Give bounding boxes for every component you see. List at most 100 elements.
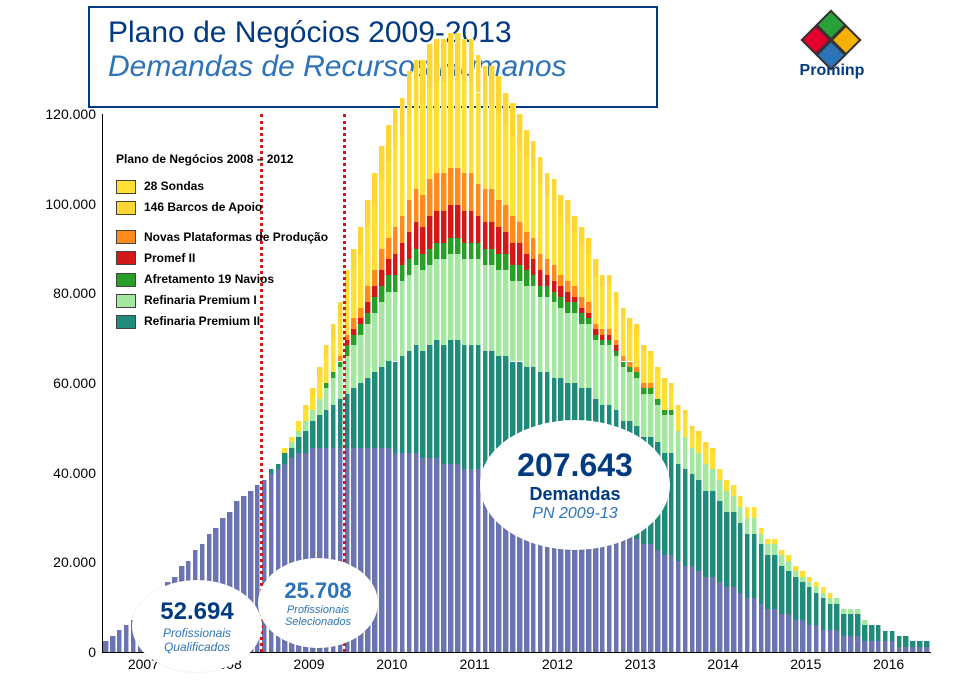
bar bbox=[724, 480, 730, 652]
bar bbox=[372, 173, 378, 652]
legend-afret: Afretamento 19 Navios bbox=[144, 270, 274, 289]
bar bbox=[793, 566, 799, 652]
bar bbox=[752, 507, 758, 652]
callout-left-l1: Profissionais bbox=[163, 626, 231, 640]
bar bbox=[834, 598, 840, 652]
callout-left-value: 52.694 bbox=[160, 598, 233, 626]
legend-plataformas: Novas Plataformas de Produção bbox=[144, 228, 328, 247]
swatch-plataformas bbox=[116, 230, 136, 244]
bar bbox=[676, 405, 682, 652]
y-tick-label: 120.000 bbox=[22, 106, 96, 122]
bar bbox=[745, 507, 751, 652]
y-tick-label: 100.000 bbox=[22, 196, 96, 212]
bar bbox=[814, 582, 820, 652]
bar bbox=[903, 636, 909, 652]
bar bbox=[855, 609, 861, 652]
bar bbox=[869, 625, 875, 652]
bar bbox=[400, 98, 406, 652]
bar bbox=[552, 179, 558, 652]
y-tick-label: 60.000 bbox=[22, 375, 96, 391]
bar bbox=[476, 55, 482, 652]
legend: Plano de Negócios 2008 – 2012 28 Sondas … bbox=[116, 150, 328, 334]
bar bbox=[414, 60, 420, 652]
bar bbox=[807, 577, 813, 652]
y-tick-label: 0 bbox=[22, 644, 96, 660]
x-tick-label: 2010 bbox=[376, 656, 407, 672]
title-line-2: Demandas de Recursos Humanos bbox=[108, 50, 638, 84]
bar bbox=[503, 92, 509, 652]
legend-ref1: Refinaria Premium I bbox=[144, 291, 257, 310]
bar bbox=[545, 173, 551, 652]
callout-mid-l2: Selecionados bbox=[285, 616, 351, 628]
bar bbox=[407, 71, 413, 652]
bar bbox=[489, 66, 495, 652]
y-tick-label: 80.000 bbox=[22, 285, 96, 301]
bar bbox=[703, 442, 709, 652]
title-box: Plano de Negócios 2009-2013 Demandas de … bbox=[88, 6, 658, 108]
callout-mid-l1: Profissionais bbox=[287, 604, 349, 616]
bar bbox=[883, 630, 889, 652]
y-tick-label: 20.000 bbox=[22, 554, 96, 570]
bar bbox=[517, 114, 523, 652]
legend-ref2: Refinaria Premium II bbox=[144, 312, 260, 331]
legend-header: Plano de Negócios 2008 – 2012 bbox=[116, 150, 328, 169]
x-tick-label: 2012 bbox=[542, 656, 573, 672]
bar bbox=[800, 571, 806, 652]
bar bbox=[524, 130, 530, 652]
bar bbox=[462, 39, 468, 652]
y-tick-label: 40.000 bbox=[22, 465, 96, 481]
bar bbox=[862, 620, 868, 652]
legend-promef: Promef II bbox=[144, 249, 195, 268]
bar bbox=[690, 426, 696, 652]
x-tick-label: 2013 bbox=[625, 656, 656, 672]
bar bbox=[779, 550, 785, 652]
bar bbox=[821, 587, 827, 652]
bar bbox=[510, 103, 516, 652]
bar bbox=[876, 625, 882, 652]
bar bbox=[441, 39, 447, 652]
bar bbox=[910, 641, 916, 652]
legend-sondas: 28 Sondas bbox=[144, 177, 204, 196]
callout-left: 52.694 Profissionais Qualificados bbox=[132, 580, 262, 672]
title-line-1: Plano de Negócios 2009-2013 bbox=[108, 16, 638, 50]
bar bbox=[765, 539, 771, 652]
x-tick-label: 2014 bbox=[707, 656, 738, 672]
callout-main-sub: PN 2009-13 bbox=[532, 505, 617, 523]
swatch-afret bbox=[116, 273, 136, 287]
swatch-ref2 bbox=[116, 315, 136, 329]
bar bbox=[848, 609, 854, 652]
swatch-barcos bbox=[116, 201, 136, 215]
callout-main-value: 207.643 bbox=[517, 447, 633, 484]
bar bbox=[683, 410, 689, 652]
bar bbox=[924, 641, 930, 652]
bar bbox=[828, 593, 834, 652]
bar bbox=[738, 496, 744, 652]
callout-mid-value: 25.708 bbox=[284, 578, 351, 604]
callout-left-l2: Qualificados bbox=[164, 640, 230, 654]
bar bbox=[531, 141, 537, 652]
x-tick-label: 2016 bbox=[873, 656, 904, 672]
bar bbox=[772, 539, 778, 652]
bar bbox=[496, 76, 502, 652]
bar bbox=[669, 383, 675, 652]
bar bbox=[386, 125, 392, 652]
bar bbox=[731, 485, 737, 652]
bar bbox=[455, 33, 461, 652]
bar bbox=[469, 39, 475, 652]
swatch-promef bbox=[116, 251, 136, 265]
bar bbox=[110, 636, 116, 652]
x-tick-label: 2011 bbox=[460, 656, 490, 672]
bar bbox=[124, 625, 130, 652]
bar bbox=[917, 641, 923, 652]
bar bbox=[897, 636, 903, 652]
bar bbox=[786, 555, 792, 652]
bar bbox=[393, 109, 399, 652]
bar bbox=[841, 609, 847, 652]
swatch-sondas bbox=[116, 180, 136, 194]
swatch-ref1 bbox=[116, 294, 136, 308]
bar bbox=[117, 630, 123, 652]
bar bbox=[103, 641, 109, 652]
bar bbox=[434, 39, 440, 652]
bar bbox=[890, 630, 896, 652]
bar bbox=[538, 157, 544, 652]
